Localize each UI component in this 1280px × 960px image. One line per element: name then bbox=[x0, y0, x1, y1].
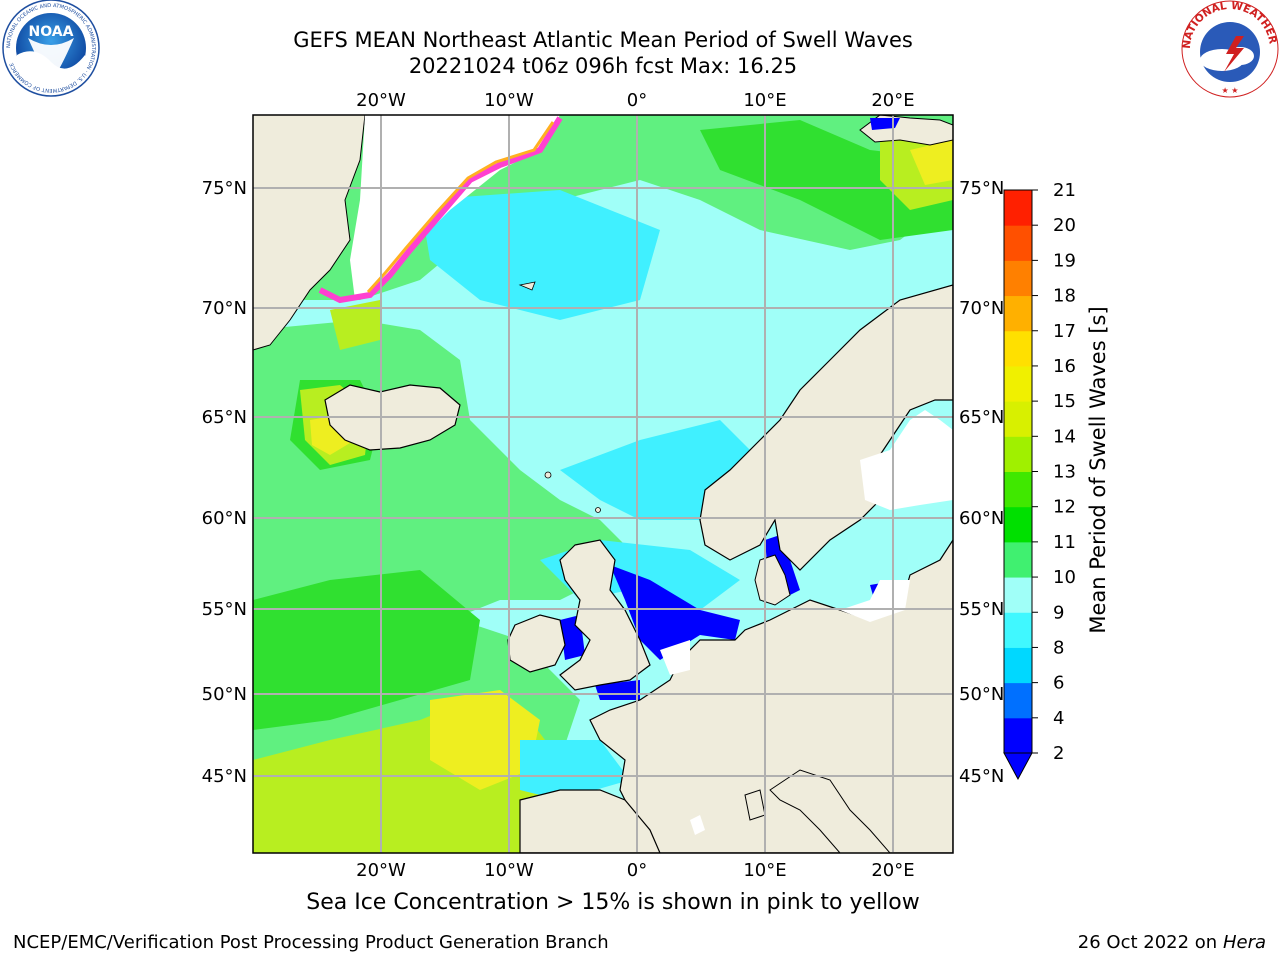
colorbar-tick-label: 4 bbox=[1053, 708, 1064, 729]
great-britain bbox=[559, 539, 651, 691]
lon-tick-bottom: 0° bbox=[627, 860, 647, 881]
lat-tick-left: 50°N bbox=[202, 684, 247, 705]
lat-tick-right: 55°N bbox=[959, 599, 1004, 620]
colorbar-tick-label: 10 bbox=[1053, 567, 1076, 588]
colorbar-tick-label: 16 bbox=[1053, 356, 1076, 377]
lat-tick-right: 50°N bbox=[959, 684, 1004, 705]
lon-tick-bottom: 20°E bbox=[871, 860, 914, 881]
footer-date: 26 Oct 2022 on Hera bbox=[1078, 932, 1266, 953]
lon-tick-bottom: 10°E bbox=[743, 860, 786, 881]
svg-text:NATIONAL WEATHER SERVICE: NATIONAL WEATHER SERVICE bbox=[0, 0, 1279, 49]
north-sea-low-period bbox=[610, 565, 740, 660]
colorbar-swatch bbox=[1004, 401, 1032, 437]
colorbar-swatch bbox=[1004, 647, 1032, 684]
colorbar-swatch bbox=[1004, 506, 1032, 543]
nws-logo: NATIONAL WEATHER SERVICE ★ ★ bbox=[0, 0, 1279, 98]
scandinavia bbox=[699, 284, 953, 571]
colorbar-tick-label: 18 bbox=[1053, 286, 1076, 307]
lon-tick-bottom: 20°W bbox=[356, 860, 406, 881]
colorbar-tick-label: 11 bbox=[1053, 532, 1076, 553]
colorbar-label: Mean Period of Swell Waves [s] bbox=[1086, 306, 1110, 634]
colorbar-swatch bbox=[1004, 330, 1032, 367]
colorbar-swatch bbox=[1004, 436, 1032, 472]
lon-tick-top: 10°E bbox=[743, 90, 786, 111]
swell-period-map bbox=[253, 115, 953, 853]
colorbar-tick-label: 9 bbox=[1053, 602, 1064, 623]
colorbar-tick-label: 6 bbox=[1053, 673, 1064, 694]
sea-ice-caption: Sea Ice Concentration > 15% is shown in … bbox=[306, 890, 920, 915]
colorbar-swatch bbox=[1004, 682, 1032, 719]
noaa-logo-text: NOAA bbox=[29, 24, 74, 40]
colorbar-swatch bbox=[1004, 295, 1032, 332]
lat-tick-left: 75°N bbox=[202, 178, 247, 199]
colorbar-tick-label: 12 bbox=[1053, 497, 1076, 518]
colorbar-swatch bbox=[1004, 717, 1032, 754]
lon-tick-top: 10°W bbox=[484, 90, 534, 111]
colorbar-tick-label: 13 bbox=[1053, 462, 1076, 483]
greenland bbox=[253, 115, 366, 351]
lat-tick-left: 65°N bbox=[202, 407, 247, 428]
footer-machine: Hera bbox=[1222, 932, 1266, 953]
colorbar-swatch bbox=[1004, 577, 1032, 613]
lat-tick-right: 75°N bbox=[959, 178, 1004, 199]
colorbar-tick-label: 19 bbox=[1053, 250, 1076, 271]
map-frame bbox=[252, 114, 954, 854]
colorbar: 2 4 6 8 9 10 11 12 13 14 15 16 17 18 19 20 21 bbox=[1003, 180, 1076, 781]
lat-tick-right: 70°N bbox=[959, 298, 1004, 319]
map-title: GEFS MEAN Northeast Atlantic Mean Period… bbox=[293, 28, 913, 52]
colorbar-swatch bbox=[1004, 190, 1032, 226]
lat-tick-right: 45°N bbox=[959, 766, 1004, 787]
lon-tick-top: 20°E bbox=[871, 90, 914, 111]
svg-text:★ ★: ★ ★ bbox=[1222, 86, 1239, 95]
colorbar-extend-arrow bbox=[1003, 752, 1033, 781]
lat-tick-left: 70°N bbox=[202, 298, 247, 319]
footer-credit: NCEP/EMC/Verification Post Processing Pr… bbox=[13, 932, 609, 953]
lat-tick-left: 55°N bbox=[202, 599, 247, 620]
colorbar-tick-label: 20 bbox=[1053, 215, 1076, 236]
lon-tick-bottom: 10°W bbox=[484, 860, 534, 881]
colorbar-tick-label: 15 bbox=[1053, 391, 1076, 412]
nws-ring-text: NATIONAL WEATHER SERVICE bbox=[0, 0, 1279, 49]
lat-tick-left: 60°N bbox=[202, 508, 247, 529]
colorbar-swatch bbox=[1004, 541, 1032, 578]
lat-tick-right: 65°N bbox=[959, 407, 1004, 428]
colorbar-swatch bbox=[1004, 365, 1032, 402]
footer-date-text: 26 Oct 2022 on bbox=[1077, 932, 1223, 953]
map-subtitle: 20221024 t06z 096h fcst Max: 16.25 bbox=[408, 54, 798, 78]
colorbar-swatch bbox=[1004, 471, 1032, 508]
lat-tick-right: 60°N bbox=[959, 508, 1004, 529]
lon-tick-top: 0° bbox=[627, 90, 647, 111]
colorbar-tick-label: 21 bbox=[1053, 180, 1076, 201]
colorbar-swatch bbox=[1004, 260, 1032, 297]
colorbar-tick-label: 14 bbox=[1053, 426, 1076, 447]
colorbar-swatch bbox=[1004, 225, 1032, 261]
colorbar-tick-label: 8 bbox=[1053, 637, 1064, 658]
colorbar-swatch bbox=[1004, 612, 1032, 648]
lon-tick-top: 20°W bbox=[356, 90, 406, 111]
colorbar-tick-label: 17 bbox=[1053, 321, 1076, 342]
lat-tick-left: 45°N bbox=[202, 766, 247, 787]
colorbar-tick-label: 2 bbox=[1053, 743, 1064, 764]
gridlines bbox=[253, 115, 953, 853]
noaa-logo: NATIONAL OCEANIC AND ATMOSPHERIC ADMINIS… bbox=[2, 0, 100, 97]
